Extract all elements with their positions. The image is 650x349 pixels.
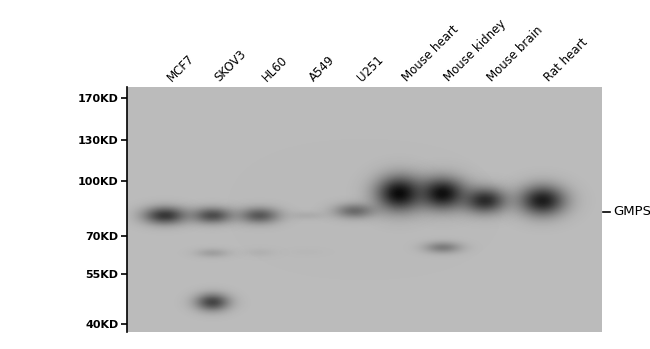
Text: MCF7: MCF7 [164,52,197,84]
Text: Mouse brain: Mouse brain [485,23,545,84]
Text: A549: A549 [307,53,338,84]
Text: Rat heart: Rat heart [542,35,590,84]
Text: SKOV3: SKOV3 [212,47,249,84]
Text: HL60: HL60 [259,53,290,84]
Text: Mouse heart: Mouse heart [400,22,461,84]
Text: Mouse kidney: Mouse kidney [442,17,509,84]
Text: U251: U251 [354,53,385,84]
Text: GMPS: GMPS [613,205,650,218]
